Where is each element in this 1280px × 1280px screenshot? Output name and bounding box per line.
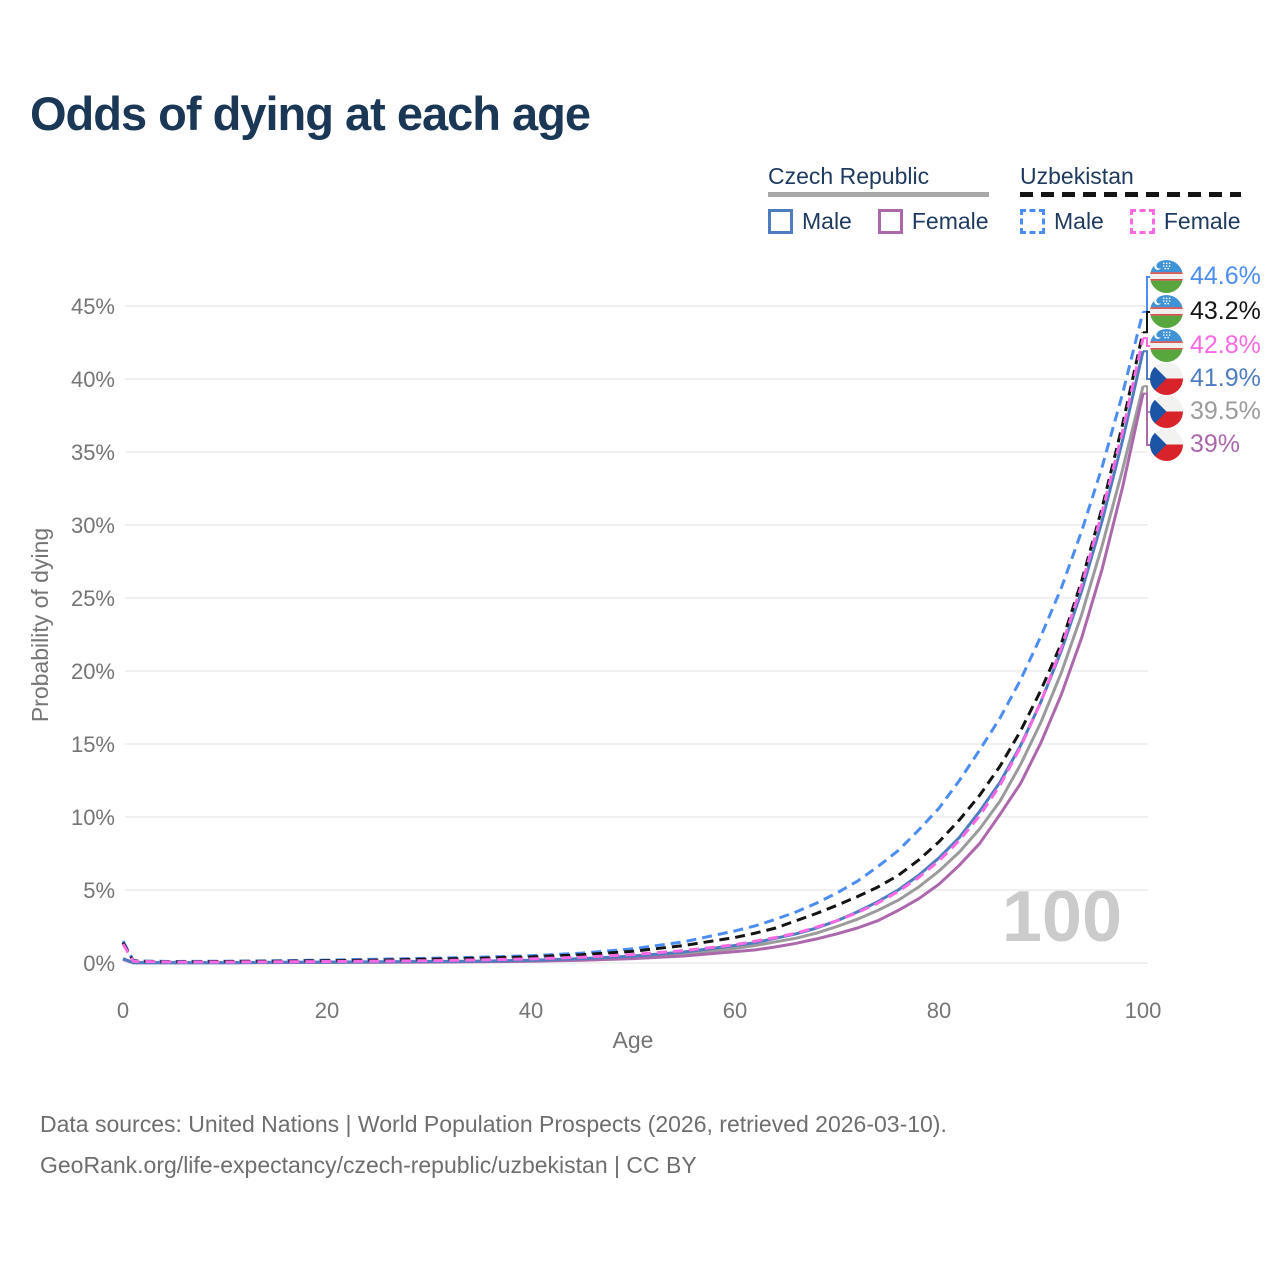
series-line-uzbekistan-both bbox=[121, 331, 1145, 964]
x-tick-label: 20 bbox=[315, 998, 339, 1023]
footer-data-sources: Data sources: United Nations | World Pop… bbox=[40, 1111, 947, 1137]
series-line-czech-republic-female bbox=[122, 393, 1145, 965]
legend-swatch-czech-male bbox=[768, 209, 793, 234]
legend-label-uzbek-female: Female bbox=[1163, 208, 1241, 234]
y-tick-label: 20% bbox=[71, 659, 115, 684]
y-tick-label: 25% bbox=[71, 586, 115, 611]
legend-item-czech-female[interactable]: Female bbox=[877, 208, 989, 235]
series-line-czech-republic-male bbox=[122, 350, 1145, 965]
legend-country-czech-republic[interactable]: Czech Republic bbox=[768, 163, 930, 189]
series-line-czech-republic-both bbox=[122, 385, 1145, 965]
legend-label-czech-female: Female bbox=[911, 208, 989, 234]
legend-swatch-uzbek-male bbox=[1020, 209, 1045, 234]
x-axis-title: Age bbox=[613, 1027, 654, 1053]
y-tick-label: 45% bbox=[71, 294, 115, 319]
x-tick-label: 40 bbox=[519, 998, 543, 1023]
legend-item-uzbek-female[interactable]: Female bbox=[1129, 208, 1241, 235]
y-tick-label: 30% bbox=[71, 513, 115, 538]
legend-group-czech-republic: Czech Republic Male Female bbox=[768, 163, 989, 235]
y-tick-label: 0% bbox=[83, 951, 115, 976]
y-tick-label: 40% bbox=[71, 367, 115, 392]
footer: Data sources: United Nations | World Pop… bbox=[40, 1104, 947, 1186]
legend-swatch-uzbek-female bbox=[1129, 209, 1155, 234]
x-tick-label: 80 bbox=[927, 998, 951, 1023]
y-tick-label: 35% bbox=[71, 440, 115, 465]
y-tick-label: 15% bbox=[71, 732, 115, 757]
end-label-leader bbox=[1143, 392, 1151, 446]
age-watermark: 100 bbox=[1002, 877, 1122, 957]
legend-label-uzbek-male: Male bbox=[1054, 208, 1104, 234]
legend-item-uzbek-male[interactable]: Male bbox=[1020, 208, 1104, 235]
end-label-leader bbox=[1143, 311, 1151, 334]
y-tick-label: 10% bbox=[71, 805, 115, 830]
page-title: Odds of dying at each age bbox=[30, 87, 591, 140]
footer-attribution: GeoRank.org/life-expectancy/czech-republ… bbox=[40, 1152, 697, 1178]
legend-line-sample-solid bbox=[768, 192, 989, 197]
legend-line-sample-dashed bbox=[1020, 192, 1241, 197]
end-label-leader bbox=[1143, 350, 1151, 380]
end-label-leader bbox=[1143, 337, 1151, 347]
x-tick-label: 60 bbox=[723, 998, 747, 1023]
y-axis-title: Probability of dying bbox=[27, 528, 53, 722]
y-tick-label: 5% bbox=[83, 878, 115, 903]
legend-group-uzbekistan: Uzbekistan Male Female bbox=[1020, 163, 1241, 235]
x-tick-label: 100 bbox=[1125, 998, 1162, 1023]
series-line-uzbekistan-female bbox=[121, 337, 1145, 964]
end-label-leader bbox=[1143, 276, 1151, 313]
legend-swatch-czech-female bbox=[877, 209, 903, 234]
legend-country-uzbekistan[interactable]: Uzbekistan bbox=[1020, 163, 1134, 189]
legend-label-czech-male: Male bbox=[802, 208, 852, 234]
series-line-uzbekistan-male bbox=[121, 311, 1145, 963]
legend-item-czech-male[interactable]: Male bbox=[768, 208, 852, 235]
x-tick-label: 0 bbox=[117, 998, 129, 1023]
